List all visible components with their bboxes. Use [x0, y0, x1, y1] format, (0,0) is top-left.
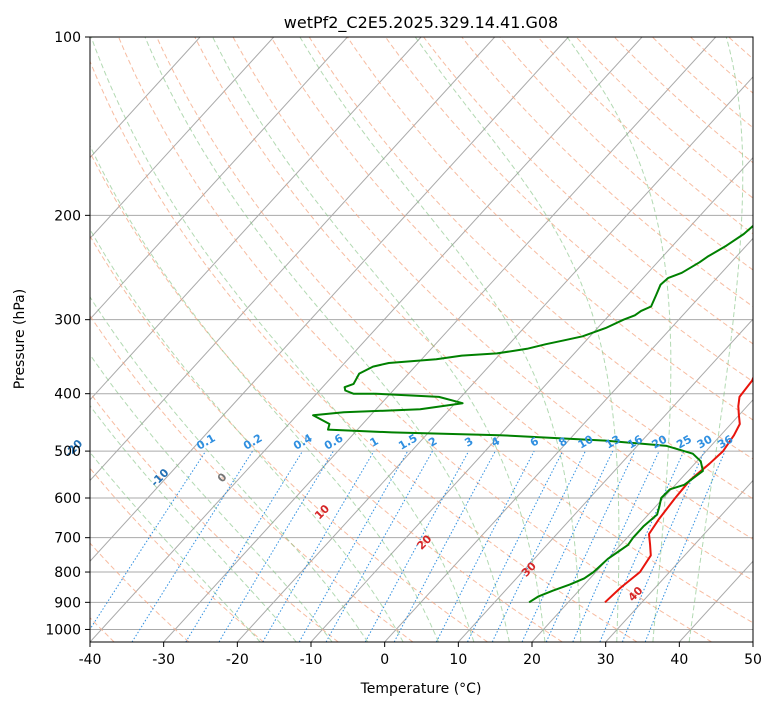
dry-adiabat: [194, 37, 753, 582]
moist-adiabat: [688, 37, 744, 642]
moist-adiabat: [212, 37, 546, 642]
dry-adiabat: [90, 391, 339, 642]
x-tick-label: -30: [152, 652, 175, 668]
isotherm-line: [90, 37, 643, 642]
isotherm-line: [90, 37, 201, 159]
temperature-profile: [604, 375, 753, 604]
dry-adiabat: [308, 37, 753, 460]
y-axis-label: Pressure (hPa): [12, 289, 28, 389]
x-tick-label: 50: [744, 652, 762, 668]
mixing-ratio-line: [298, 450, 409, 642]
moist-adiabat: [90, 228, 404, 642]
dewpoint-profile: [312, 224, 753, 604]
x-tick-label: 30: [597, 652, 615, 668]
dry-adiabat: [90, 467, 264, 642]
isotherm-line: [605, 479, 753, 642]
y-tick-label: 100: [54, 30, 81, 46]
dry-adiabat: [346, 37, 753, 421]
dry-adiabat: [118, 37, 712, 642]
x-tick-label: 40: [670, 652, 688, 668]
moist-adiabat: [90, 296, 369, 642]
mixing-ratio-line: [491, 450, 586, 642]
mixing-ratio-line: [131, 450, 254, 642]
moist-adiabat: [566, 37, 672, 642]
mixing-ratio-line: [545, 450, 636, 642]
isotherm-line: [90, 37, 422, 401]
y-tick-label: 1000: [45, 622, 81, 638]
y-tick-label: 800: [54, 565, 81, 581]
x-tick-label: -10: [300, 652, 323, 668]
y-tick-label: 600: [54, 491, 81, 507]
x-tick-label: 10: [449, 652, 467, 668]
dry-adiabat: [613, 37, 753, 164]
isotherm-line: [90, 37, 569, 563]
y-tick-label: 200: [54, 208, 81, 224]
isotherm-line: [163, 37, 717, 642]
mixing-ratio-line: [393, 450, 496, 642]
plot-frame: [89, 36, 754, 643]
isotherm-line: [90, 37, 496, 482]
data-lines: [312, 224, 753, 604]
isotherm-line: [457, 318, 753, 642]
mixing-ratio-line: [90, 450, 207, 631]
x-axis-label: Temperature (°C): [360, 681, 482, 697]
x-tick-label: 0: [380, 652, 389, 668]
dry-adiabat: [90, 60, 638, 642]
moist-adiabat: [144, 37, 510, 642]
y-tick-label: 400: [54, 387, 81, 403]
dry-adiabat: [90, 151, 563, 642]
y-tick-label: 700: [54, 531, 81, 547]
moist-adiabat: [90, 144, 439, 642]
isotherm-line: [236, 76, 753, 642]
mixing-ratio-line: [185, 450, 304, 642]
isotherm-line: [90, 37, 275, 240]
dry-adiabat: [90, 314, 414, 642]
dry-adiabat: [232, 37, 753, 540]
chart-title: wetPf2_C2E5.2025.329.14.41.G08: [284, 13, 558, 33]
isotherm-line: [531, 399, 753, 642]
y-tick-label: 900: [54, 595, 81, 611]
mixing-ratio-line: [621, 450, 705, 642]
mixing-ratio-line: [644, 450, 726, 642]
x-tick-label: 20: [523, 652, 541, 668]
mixing-ratio-line: [435, 450, 535, 642]
axes: -40 -30 -20 -10 0 10 20 30 40 50 100 200 300 400 500 60…: [45, 30, 762, 668]
mixing-ratio-line: [325, 450, 433, 642]
isotherm-line: [384, 237, 753, 642]
y-tick-label: 300: [54, 313, 81, 329]
moist-adiabat: [90, 451, 261, 642]
dry-adiabat: [156, 37, 753, 624]
plot-area: [90, 37, 753, 642]
mixing-ratio-line: [467, 450, 564, 642]
x-tick-label: -40: [79, 652, 102, 668]
x-tick-label: -20: [226, 652, 249, 668]
dry-adiabat: [461, 37, 753, 308]
mixing-ratio-line: [364, 450, 470, 642]
moist-adiabat: [90, 37, 475, 642]
dry-adiabat: [537, 37, 753, 235]
isotherm-line: [90, 37, 348, 320]
y-tick-label: 500: [54, 444, 81, 460]
mixing-ratio-line: [521, 450, 614, 642]
moist-adiabat: [90, 404, 297, 642]
